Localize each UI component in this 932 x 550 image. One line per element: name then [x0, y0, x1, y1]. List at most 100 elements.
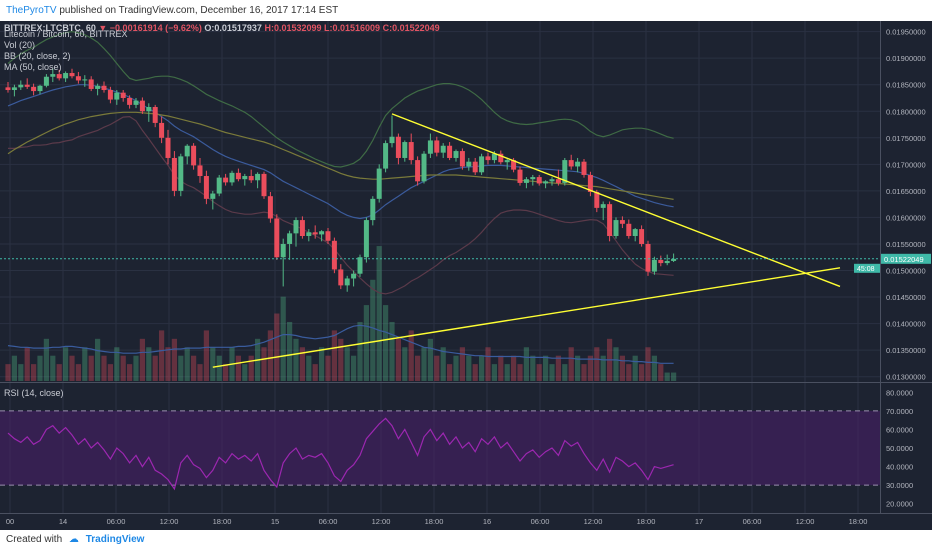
candle-body	[639, 229, 645, 244]
candle-body	[600, 204, 606, 208]
volume-bar	[498, 355, 504, 381]
time-tick-label: 12:00	[372, 517, 391, 526]
candle-body	[31, 86, 37, 92]
legend-title[interactable]: Litecoin / Bitcoin, 60, BITTREX	[4, 29, 128, 39]
trendline	[212, 267, 841, 368]
volume-bar	[178, 355, 184, 381]
candle-body	[114, 92, 120, 100]
volume-bar	[338, 338, 344, 381]
volume-bar	[75, 364, 81, 381]
volume-bar	[24, 347, 30, 381]
price-tick-label: 0.01850000	[886, 81, 926, 90]
volume-bar	[203, 330, 209, 381]
volume-bar	[351, 355, 357, 381]
time-tick-label: 14	[59, 517, 67, 526]
candle-body	[491, 153, 497, 161]
time-tick-label: 12:00	[584, 517, 603, 526]
trendline	[391, 113, 841, 288]
volume-bar	[31, 364, 37, 381]
volume-bar	[312, 364, 318, 381]
volume-bar	[536, 364, 542, 381]
candle-body	[555, 179, 561, 183]
candle-body	[395, 136, 401, 158]
candle-body	[197, 165, 203, 177]
price-tick-label: 0.01750000	[886, 134, 926, 143]
legend-bb[interactable]: BB (20, close, 2)	[4, 51, 71, 61]
close-label: C:0.01522049	[382, 23, 440, 33]
candle-body	[415, 160, 421, 182]
publish-info-bar: ThePyroTV published on TradingView.com, …	[0, 0, 932, 21]
volume-bar	[261, 347, 267, 381]
candle-body	[107, 90, 113, 100]
ohlc-bar: BITTREX:LTCBTC, 60 ▼ −0.00161914 (−9.62%…	[4, 23, 440, 34]
open-label: O:0.01517937	[204, 23, 262, 33]
volume-bar	[671, 372, 677, 381]
volume-bar	[491, 364, 497, 381]
volume-bar	[459, 347, 465, 381]
candle-body	[421, 153, 427, 182]
indicator-legend: Litecoin / Bitcoin, 60, BITTREX Vol (20)…	[4, 29, 128, 73]
footer: Created with ☁ TradingView	[0, 530, 932, 550]
volume-bar	[139, 338, 145, 381]
candle-body	[626, 223, 632, 237]
volume-bar	[159, 330, 165, 381]
legend-rsi[interactable]: RSI (14, close)	[4, 388, 64, 398]
candle-body	[146, 107, 152, 112]
volume-bar	[120, 355, 126, 381]
candle-body	[645, 243, 651, 272]
legend-vol[interactable]: Vol (20)	[4, 40, 36, 50]
candle-body	[24, 84, 30, 87]
rsi-band	[0, 410, 880, 486]
candle-body	[242, 176, 248, 180]
candle-body	[331, 240, 337, 270]
volume-bar	[568, 347, 574, 381]
candle-body	[447, 145, 453, 158]
candle-body	[248, 176, 254, 181]
volume-bar	[530, 355, 536, 381]
legend-ma[interactable]: MA (50, close)	[4, 62, 62, 72]
candle-body	[63, 73, 69, 79]
candle-body	[459, 151, 465, 167]
candle-body	[466, 161, 472, 167]
price-tick-label: 0.01600000	[886, 213, 926, 222]
rsi-legend[interactable]: RSI (14, close)	[4, 388, 64, 399]
candle-body	[88, 79, 94, 89]
volume-bar	[11, 355, 17, 381]
candle-body	[504, 160, 510, 163]
volume-bar	[306, 355, 312, 381]
rsi-tick-label: 70.0000	[886, 407, 913, 416]
volume-bar	[389, 321, 395, 381]
tradingview-logo-icon: ☁	[68, 534, 79, 545]
volume-bar	[197, 364, 203, 381]
candle-body	[165, 137, 171, 158]
volume-bar	[344, 347, 350, 381]
volume-bar	[600, 355, 606, 381]
volume-bar	[575, 355, 581, 381]
rsi-tick-label: 30.0000	[886, 481, 913, 490]
volume-bar	[82, 347, 88, 381]
volume-bar	[223, 364, 229, 381]
time-tick-label: 18:00	[849, 517, 868, 526]
candle-body	[280, 243, 286, 258]
chart-svg[interactable]: 0.01950000 0.01900000 0.01850000 0.01800000…	[0, 21, 932, 530]
candle-body	[549, 179, 555, 182]
volume-bar	[472, 364, 478, 381]
price-tick-label: 0.01350000	[886, 346, 926, 355]
volume-bar	[402, 347, 408, 381]
volume-bar	[434, 355, 440, 381]
volume-bar	[651, 355, 657, 381]
brand-label[interactable]: TradingView	[85, 534, 145, 545]
volume-bar	[18, 364, 24, 381]
candle-body	[203, 176, 209, 199]
candle-body	[543, 181, 549, 184]
price-tick-label: 0.01400000	[886, 320, 926, 329]
author-link[interactable]: ThePyroTV	[6, 5, 57, 16]
volume-bar	[107, 364, 113, 381]
volume-bar	[408, 330, 414, 381]
volume-bar	[504, 364, 510, 381]
chart-area[interactable]: 0.01950000 0.01900000 0.01850000 0.01800000…	[0, 21, 932, 530]
symbol-label: BITTREX:LTCBTC, 60	[4, 23, 96, 33]
candle-body	[658, 259, 664, 264]
volume-bar	[658, 364, 664, 381]
volume-bar	[216, 355, 222, 381]
